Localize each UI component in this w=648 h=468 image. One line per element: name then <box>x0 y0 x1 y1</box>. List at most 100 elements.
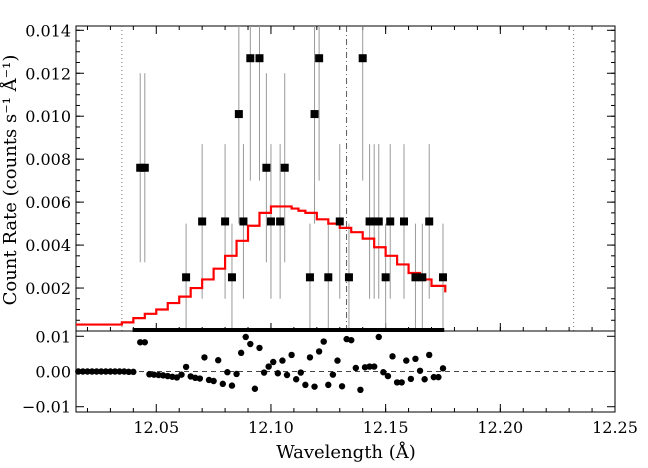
zero-count-marker <box>198 328 205 332</box>
zero-count-marker <box>240 328 247 332</box>
residual-point <box>173 374 181 381</box>
residual-point <box>398 379 405 386</box>
residual-point <box>393 379 401 386</box>
x-tick-label: 12.15 <box>363 418 409 437</box>
residual-point <box>125 368 132 376</box>
residual-point <box>412 355 419 363</box>
data-point <box>140 163 149 172</box>
model-curve <box>76 205 447 326</box>
residual-point <box>320 338 327 345</box>
zero-count-marker <box>221 328 228 332</box>
zero-count-marker <box>292 328 299 332</box>
zero-count-marker <box>137 328 144 332</box>
zero-count-marker <box>438 328 445 332</box>
zero-count-marker <box>316 328 323 332</box>
y-tick-label-top: 0.008 <box>25 150 71 169</box>
zero-count-marker <box>193 328 200 332</box>
residual-point <box>311 383 318 390</box>
residual-point <box>274 370 282 377</box>
residual-point <box>265 363 272 370</box>
zero-count-marker <box>348 328 355 332</box>
x-tick-label: 12.20 <box>477 418 523 437</box>
plot-frame-bottom <box>75 330 616 413</box>
residual-point <box>233 370 240 378</box>
zero-count-marker <box>287 328 294 332</box>
zero-count-marker <box>273 328 280 332</box>
zero-count-marker <box>344 328 351 332</box>
residual-point <box>155 371 162 379</box>
residual-point <box>182 363 190 371</box>
zero-count-marker <box>311 328 318 332</box>
y-tick-label-top: 0.006 <box>25 193 71 212</box>
zero-count-marker <box>400 328 407 332</box>
residual-point <box>93 368 100 375</box>
residual-point <box>111 368 119 375</box>
residual-point <box>357 386 364 394</box>
residual-point <box>107 368 114 375</box>
data-point <box>246 54 255 63</box>
zero-count-marker <box>367 328 374 332</box>
residual-point <box>141 339 149 346</box>
data-point <box>344 273 353 282</box>
data-point <box>370 217 379 226</box>
data-point <box>365 217 374 226</box>
zero-count-marker <box>320 328 327 332</box>
residual-point <box>302 381 309 389</box>
residual-point <box>146 371 153 378</box>
residual-point <box>315 348 323 355</box>
zero-count-marker <box>254 328 261 332</box>
zero-count-marker <box>414 328 421 332</box>
zero-count-marker <box>156 328 163 332</box>
zero-count-marker <box>428 328 435 332</box>
zero-count-marker <box>424 328 431 332</box>
residual-point <box>439 365 447 372</box>
data-point <box>239 217 248 226</box>
residual-point <box>102 368 110 375</box>
zero-count-marker <box>259 328 266 332</box>
zero-count-marker <box>353 328 360 332</box>
residual-point <box>219 380 226 388</box>
data-point <box>381 273 390 282</box>
data-point <box>262 163 271 172</box>
zero-count-marker <box>189 328 196 332</box>
residual-point <box>329 371 337 378</box>
data-point <box>182 273 191 282</box>
plot-frame-top <box>75 25 616 332</box>
data-point <box>335 217 344 226</box>
zero-count-marker <box>377 328 384 332</box>
zero-count-marker <box>330 328 337 332</box>
data-point <box>358 54 367 63</box>
x-tick-label: 12.05 <box>133 418 179 437</box>
zero-count-marker <box>174 328 181 332</box>
residual-point <box>407 375 415 383</box>
residual-point <box>75 368 82 375</box>
residual-point <box>242 333 249 341</box>
residual-point <box>116 368 123 375</box>
zero-count-marker <box>184 328 191 332</box>
zero-count-marker <box>203 328 210 332</box>
zero-count-marker <box>132 328 139 332</box>
residual-point <box>224 369 231 376</box>
zero-count-marker <box>278 328 285 332</box>
data-point <box>324 273 333 282</box>
residual-point <box>306 354 314 361</box>
y-tick-label-bottom: 0.00 <box>35 363 71 382</box>
zero-count-marker <box>236 328 243 332</box>
data-point <box>315 54 324 63</box>
zero-count-marker <box>339 328 346 332</box>
residual-point <box>348 336 355 344</box>
residual-point <box>421 376 428 383</box>
y-tick-label-bottom: −0.01 <box>22 398 71 417</box>
zero-count-marker <box>410 328 417 332</box>
data-point <box>280 163 289 172</box>
data-point <box>310 110 319 119</box>
residual-point <box>178 371 185 378</box>
residual-point <box>150 371 158 378</box>
residual-point <box>283 371 291 379</box>
data-point <box>198 217 207 226</box>
zero-count-marker <box>306 328 313 332</box>
residual-point <box>210 377 217 385</box>
zero-count-marker <box>151 328 158 332</box>
spectrum-panel: 0.002 0.004 0.006 0.008 0.010 0.012 0.014 <box>25 21 616 332</box>
